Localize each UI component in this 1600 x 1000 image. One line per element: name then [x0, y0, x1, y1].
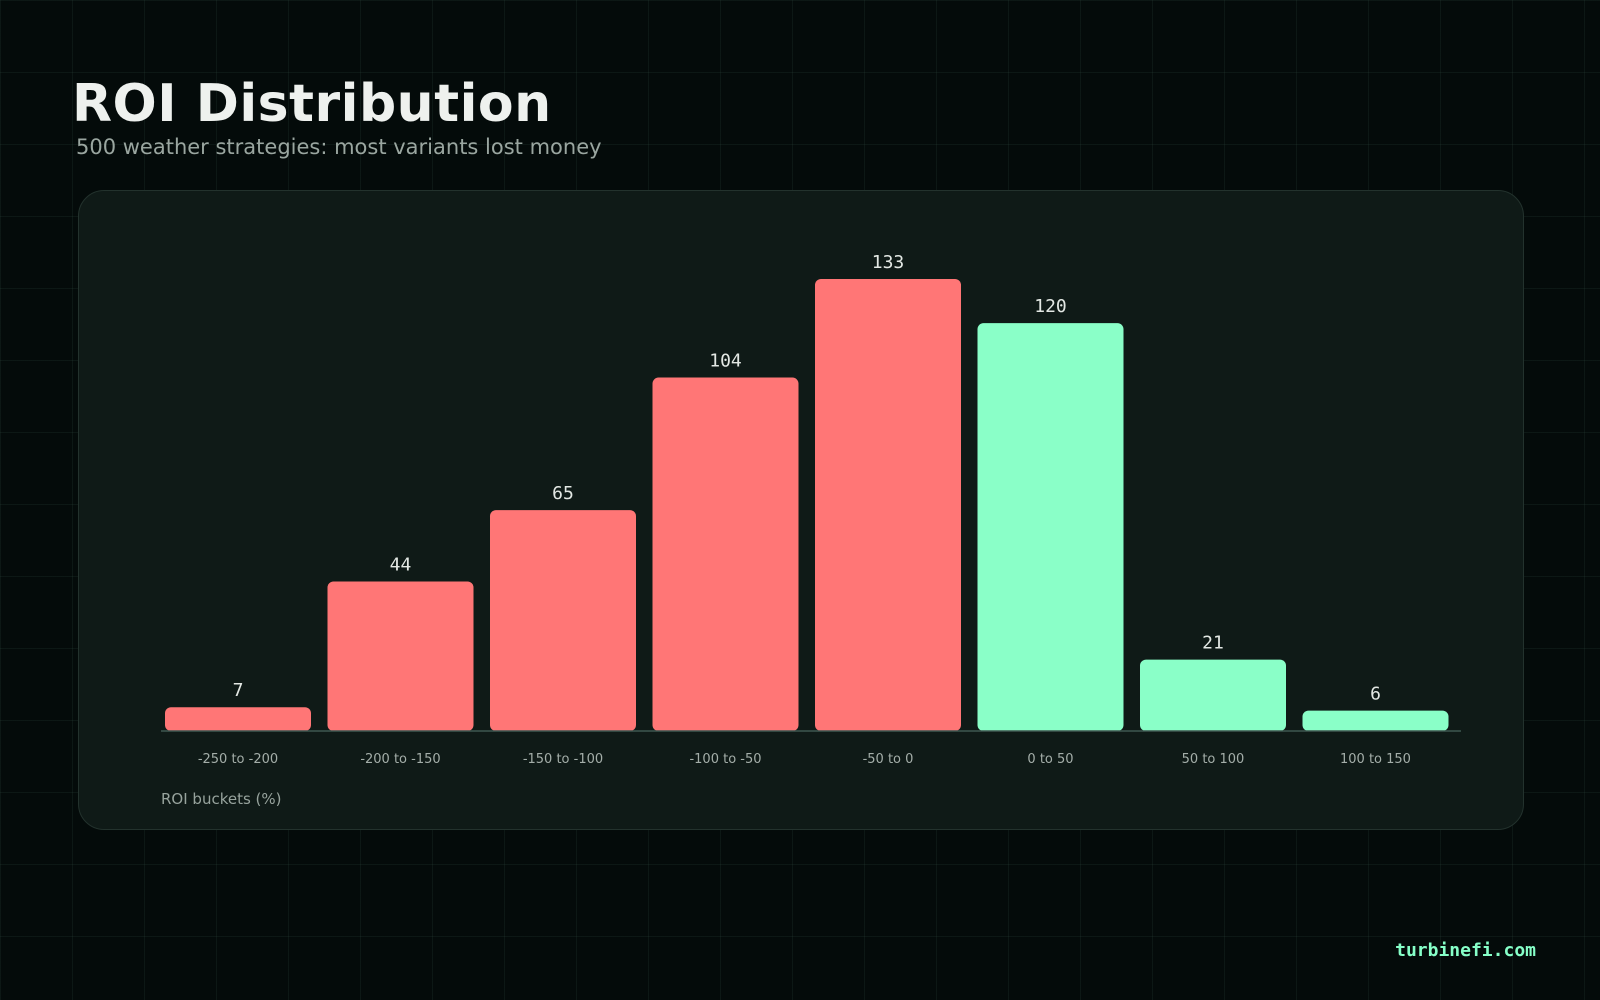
x-tick-label: 0 to 50 [1027, 752, 1073, 767]
x-axis-title: ROI buckets (%) [161, 790, 282, 808]
bar-value-label: 44 [390, 554, 412, 575]
x-tick-label: -150 to -100 [523, 752, 603, 767]
roi-bar-chart: 7 44 65 104 133 120 21 6 -250 to -200 -200 to -1… [161, 252, 1461, 767]
bar-value-label: 104 [709, 351, 742, 372]
chart-panel: 7 44 65 104 133 120 21 6 -250 to -200 -200 to -1… [78, 190, 1524, 830]
bar-4 [815, 279, 961, 731]
bar-7 [1302, 710, 1449, 731]
bar-value-label: 7 [233, 680, 244, 701]
x-tick-label: -50 to 0 [863, 752, 914, 767]
x-tick-label: 100 to 150 [1340, 752, 1411, 767]
bar-value-label: 65 [552, 483, 574, 504]
bar-value-label: 120 [1034, 296, 1067, 317]
bar-value-label: 21 [1202, 633, 1224, 654]
bar-1 [327, 581, 474, 731]
bar-value-label: 6 [1370, 684, 1381, 705]
bar-5 [977, 323, 1124, 731]
brand-footer: turbinefi.com [1395, 940, 1536, 961]
bar-6 [1140, 659, 1286, 731]
x-tick-label: -250 to -200 [198, 752, 278, 767]
value-labels-layer: 7 44 65 104 133 120 21 6 [233, 252, 1381, 705]
bar-2 [490, 510, 636, 731]
page-subtitle: 500 weather strategies: most variants lo… [76, 135, 602, 159]
bars-layer [165, 279, 1449, 731]
x-tick-label: 50 to 100 [1182, 752, 1245, 767]
bar-value-label: 133 [872, 252, 905, 273]
x-tick-label: -200 to -150 [360, 752, 440, 767]
page-title: ROI Distribution [72, 74, 552, 134]
bar-0 [165, 707, 311, 731]
x-tick-label: -100 to -50 [689, 752, 761, 767]
bar-3 [652, 377, 799, 731]
tick-labels-layer: -250 to -200 -200 to -150 -150 to -100 -100… [198, 752, 1411, 767]
